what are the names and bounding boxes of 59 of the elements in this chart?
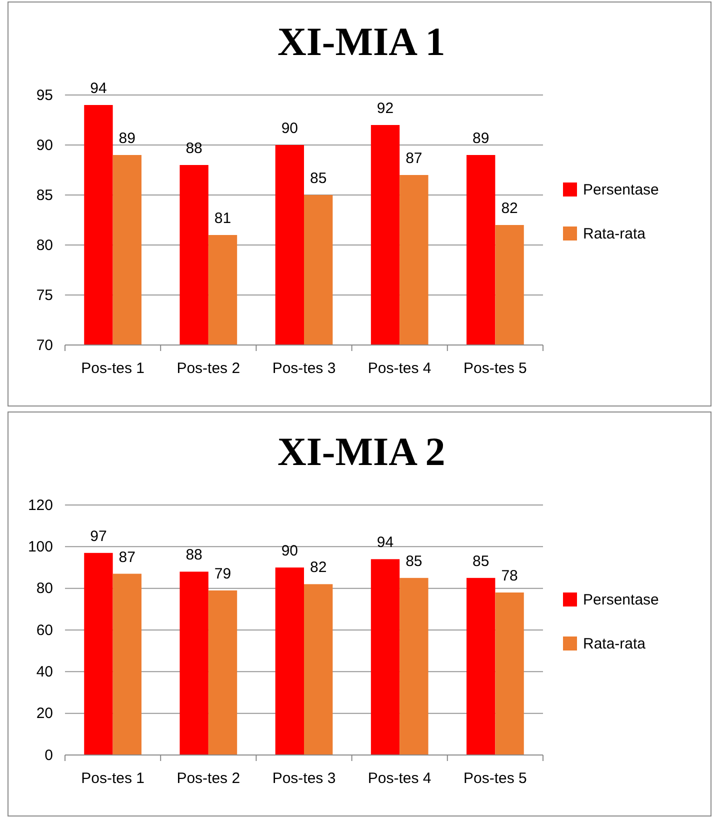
- y-tick-label: 40: [36, 663, 53, 680]
- x-tick-label: Pos-tes 3: [272, 770, 336, 787]
- chart-title: XI-MIA 2: [277, 429, 446, 474]
- data-label: 90: [281, 120, 298, 137]
- data-label: 78: [501, 568, 518, 584]
- data-label: 89: [118, 130, 136, 147]
- data-label: 90: [281, 542, 298, 560]
- x-tick-label: Pos-tes 5: [464, 360, 527, 377]
- bar: [112, 574, 142, 755]
- x-tick-label: Pos-tes 2: [176, 360, 240, 377]
- bar: [400, 578, 428, 755]
- y-tick-label: 90: [36, 136, 53, 154]
- data-label: 88: [186, 140, 202, 157]
- bar: [466, 578, 496, 755]
- bar: [275, 568, 304, 755]
- y-tick-label: 20: [36, 705, 53, 722]
- y-tick-label: 75: [36, 286, 53, 304]
- y-tick-label: 85: [36, 186, 53, 204]
- data-label: 94: [90, 80, 107, 97]
- y-tick-label: 80: [36, 580, 53, 598]
- x-tick-label: Pos-tes 5: [464, 770, 527, 787]
- data-label: 79: [214, 565, 232, 582]
- data-label: 81: [214, 210, 232, 227]
- y-tick-label: 120: [28, 496, 53, 514]
- y-tick-label: 70: [36, 336, 53, 354]
- data-label: 94: [376, 534, 394, 552]
- bar: [180, 572, 208, 755]
- chart-title: XI-MIA 1: [277, 19, 446, 64]
- bar: [304, 584, 333, 755]
- data-label: 87: [406, 150, 422, 167]
- data-label: 85: [310, 170, 327, 187]
- y-tick-label: 60: [36, 622, 53, 639]
- data-label: 87: [118, 548, 136, 566]
- legend-label: Persentase: [583, 182, 659, 198]
- x-tick-label: Pos-tes 1: [81, 770, 144, 787]
- y-tick-label: 80: [36, 236, 53, 254]
- y-tick-label: 100: [28, 538, 53, 556]
- legend-label: Rata-rata: [583, 636, 646, 652]
- x-tick-label: Pos-tes 3: [272, 360, 336, 377]
- bar: [370, 559, 400, 755]
- x-tick-label: Pos-tes 4: [368, 360, 432, 377]
- bar: [208, 590, 238, 755]
- data-label: 85: [406, 552, 422, 570]
- data-label: 82: [501, 200, 518, 217]
- y-tick-label: 95: [36, 86, 53, 104]
- legend-label: Persentase: [583, 592, 659, 608]
- data-label: 97: [90, 528, 107, 545]
- data-label: 92: [376, 100, 394, 117]
- y-tick-label: 0: [44, 746, 53, 764]
- data-label: 82: [310, 559, 327, 576]
- x-tick-label: Pos-tes 1: [81, 360, 144, 377]
- x-tick-label: Pos-tes 4: [368, 770, 432, 787]
- x-tick-label: Pos-tes 2: [176, 770, 240, 787]
- legend-label: Rata-rata: [583, 226, 646, 242]
- bar: [84, 552, 113, 755]
- bar: [495, 592, 524, 755]
- data-label: 88: [186, 546, 202, 564]
- data-label: 89: [472, 130, 490, 147]
- data-label: 85: [472, 552, 490, 570]
